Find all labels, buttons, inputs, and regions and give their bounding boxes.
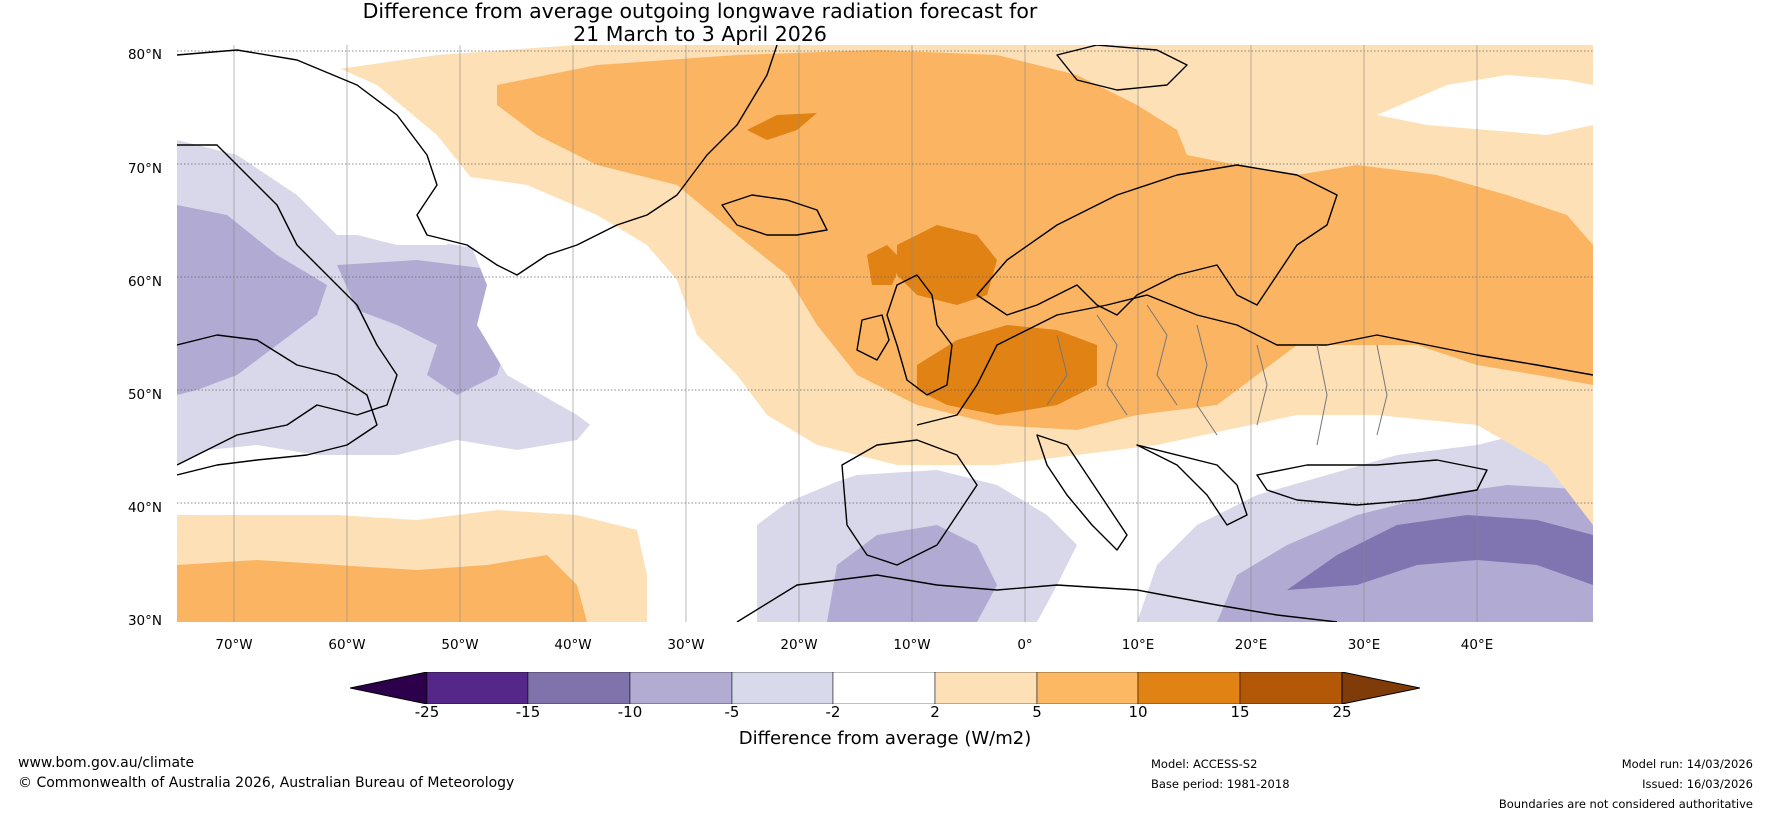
colorbar-extend-high xyxy=(1341,672,1420,704)
dark-orange-north-sea xyxy=(897,225,997,305)
neutral-region-atlantic xyxy=(457,175,877,525)
lon-label-70w: 70°W xyxy=(215,637,253,653)
footer-disclaimer: Boundaries are not considered authoritat… xyxy=(1498,797,1753,811)
lon-label-0: 0° xyxy=(1017,637,1033,653)
colorbar-tick-7: 5 xyxy=(1032,703,1042,721)
lon-label-30e: 30°E xyxy=(1347,637,1381,653)
colorbar-segment-6 xyxy=(934,672,1038,704)
lon-label-50w: 50°W xyxy=(441,637,479,653)
dark-purple-east-med xyxy=(1287,515,1593,590)
footer-model-run: Model run: 14/03/2026 xyxy=(1621,757,1753,771)
anomaly-map xyxy=(177,45,1593,622)
colorbar xyxy=(350,672,1420,704)
colorbar-segment-9 xyxy=(1239,672,1343,704)
footer-base-period: Base period: 1981-2018 xyxy=(1151,777,1290,791)
lon-label-40w: 40°W xyxy=(554,637,592,653)
dark-orange-central-europe xyxy=(917,325,1097,415)
colorbar-segment-2 xyxy=(527,672,631,704)
lat-label-60n: 60°N xyxy=(127,274,162,290)
colorbar-tick-6: 2 xyxy=(930,703,940,721)
footer-issued: Issued: 16/03/2026 xyxy=(1642,777,1753,791)
title-line-2: 21 March to 3 April 2026 xyxy=(573,21,827,46)
footer-model: Model: ACCESS-S2 xyxy=(1151,757,1258,771)
colorbar-tick-3: -10 xyxy=(617,703,643,721)
colorbar-tick-9: 15 xyxy=(1230,703,1250,721)
mid-purple-region-west xyxy=(177,205,327,395)
colorbar-tick-10: 25 xyxy=(1332,703,1352,721)
footer-website-link[interactable]: www.bom.gov.au/climate xyxy=(18,755,195,771)
country-borders xyxy=(1046,304,1388,446)
lon-label-60w: 60°W xyxy=(328,637,366,653)
colorbar-segment-5 xyxy=(832,672,936,704)
colorbar-segment-8 xyxy=(1137,672,1241,704)
lat-label-40n: 40°N xyxy=(127,500,162,516)
lon-label-20w: 20°W xyxy=(780,637,818,653)
lon-label-40e: 40°E xyxy=(1460,637,1494,653)
graticule xyxy=(177,50,1593,504)
colorbar-title: Difference from average (W/m2) xyxy=(738,728,1032,749)
lat-label-70n: 70°N xyxy=(127,161,162,177)
dark-orange-greenland-sea xyxy=(747,113,817,140)
colorbar-tick-8: 10 xyxy=(1128,703,1148,721)
colorbar-segment-3 xyxy=(629,672,733,704)
lon-label-20e: 20°E xyxy=(1234,637,1268,653)
colorbar-segment-1 xyxy=(426,672,529,704)
lon-label-10e: 10°E xyxy=(1121,637,1155,653)
map-area xyxy=(177,45,1593,622)
colorbar-tick-4: -5 xyxy=(724,703,740,721)
neutral-region-northeast xyxy=(1377,75,1593,135)
colorbar-segment-7 xyxy=(1036,672,1139,704)
lat-label-80n: 80°N xyxy=(127,47,162,63)
lon-label-10w: 10°W xyxy=(893,637,931,653)
lon-label-30w: 30°W xyxy=(667,637,705,653)
mid-orange-region-main xyxy=(497,50,1593,430)
footer-copyright: © Commonwealth of Australia 2026, Austra… xyxy=(18,775,515,791)
colorbar-segment-4 xyxy=(731,672,834,704)
colorbar-tick-2: -15 xyxy=(515,703,541,721)
lat-label-30n: 30°N xyxy=(127,613,162,629)
coastlines xyxy=(177,45,1593,622)
mid-orange-region-southwest xyxy=(177,555,587,622)
colorbar-extend-low xyxy=(350,672,428,704)
colorbar-tick-1: -25 xyxy=(414,703,440,721)
map-title: Difference from average outgoing longwav… xyxy=(260,0,1140,45)
title-line-1: Difference from average outgoing longwav… xyxy=(362,0,1038,23)
neutral-region-greenland xyxy=(177,45,477,245)
meridians xyxy=(233,45,1478,622)
dark-orange-uk xyxy=(867,245,902,285)
colorbar-tick-5: -2 xyxy=(825,703,841,721)
lat-label-50n: 50°N xyxy=(127,387,162,403)
